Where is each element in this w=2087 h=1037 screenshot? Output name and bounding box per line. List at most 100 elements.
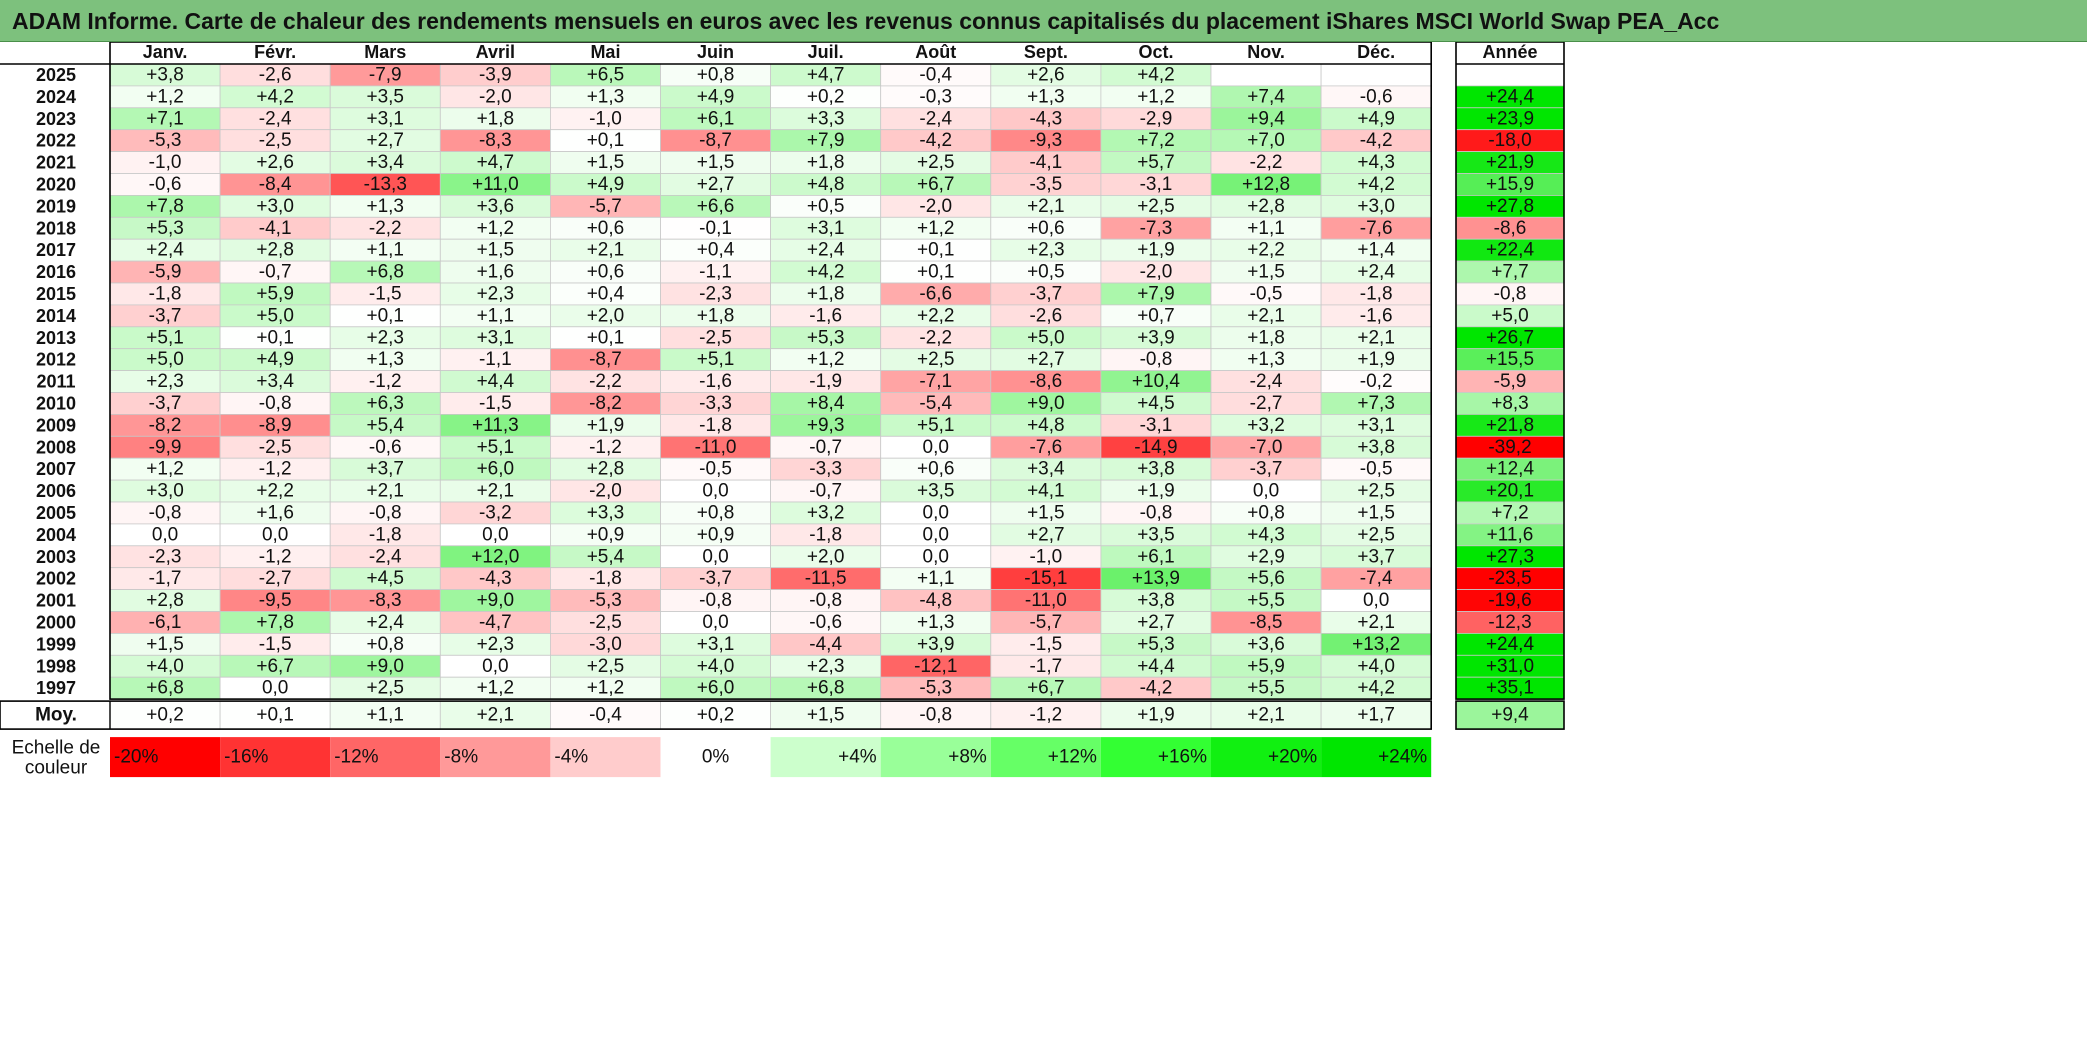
heat-cell-value: +3,1 [477,327,515,348]
heat-cell-value: +5,5 [1247,678,1285,699]
year-label-2017: 2017 [36,240,76,260]
scale-label: +8% [948,747,987,768]
chart-title: ADAM Informe. Carte de chaleur des rende… [0,0,2087,42]
heat-cell-value: +13,2 [1352,634,1400,655]
heat-cell-value: +1,2 [587,678,625,699]
average-cell [109,700,221,730]
heat-cell-value: -4,1 [1029,152,1062,173]
year-label-2007: 2007 [36,459,76,479]
year-label-2014: 2014 [36,306,76,326]
heat-cell-value: +1,2 [477,678,515,699]
heat-cell-value: +1,3 [366,349,404,370]
heat-cell-value: -2,0 [479,86,512,107]
heat-cell-value: -3,7 [1250,459,1283,480]
heat-cell-value: +1,8 [477,108,515,129]
heat-cell-value: -0,1 [699,218,732,239]
heat-cell-value: +2,1 [477,481,515,502]
heat-cell-value: +2,1 [366,481,404,502]
heat-cell-value: +3,1 [697,634,735,655]
annual-cell-value: +8,3 [1491,393,1529,414]
scale-swatch [880,737,991,778]
heat-cell-value: +4,2 [256,86,294,107]
heat-cell-value: +1,4 [1357,240,1395,261]
heat-cell-value: +4,8 [1027,415,1065,436]
heat-cell-value: +5,9 [1247,656,1285,677]
month-header-4: Avril [476,42,515,62]
heat-cell-value: -1,2 [259,459,292,480]
heat-cell-value: -8,7 [699,130,732,151]
annual-cell-value: -23,5 [1488,568,1531,589]
heat-cell-value: +6,8 [807,678,845,699]
heat-cell-value: -9,3 [1029,130,1062,151]
average-cell-value: +1,5 [807,705,845,726]
heat-cell-value: +11,0 [472,174,519,195]
heat-cell-value: +0,6 [1027,218,1065,239]
month-header-11: Nov. [1247,42,1285,62]
heat-cell-value: +2,3 [477,283,515,304]
heat-cell-value: +1,5 [1357,502,1395,523]
heat-cell-value: +7,9 [1137,283,1175,304]
heat-cell-value: -2,2 [1250,152,1283,173]
scale-label: +16% [1158,747,1207,768]
heat-cell-value: +1,5 [1247,262,1285,283]
heat-cell-value: -1,2 [259,546,292,567]
heat-cell-value: +5,7 [1137,152,1175,173]
heat-cell-value: -1,6 [1360,305,1393,326]
heat-cell-value: +5,5 [1247,590,1285,611]
heat-cell-value: +5,0 [1027,327,1065,348]
heat-cell-value: -0,8 [809,590,842,611]
year-label-2004: 2004 [36,525,76,545]
heat-cell-value: +1,5 [1027,502,1065,523]
heat-cell-value: -0,4 [919,64,952,85]
heat-cell-value: +3,6 [477,196,515,217]
heat-cell-value: +5,0 [256,305,294,326]
year-label-2024: 2024 [36,87,76,107]
heat-cell-value: -1,8 [809,524,842,545]
heat-cell-value: -3,3 [699,393,732,414]
heat-cell-value: 0,0 [923,437,949,458]
average-cell-value: +1,7 [1357,705,1395,726]
average-cell-value: -1,2 [1029,705,1062,726]
heatmap-chart: Janv. Févr. Mars Avril Mai Juin Juil. Août Sept.… [0,42,1565,779]
heat-cell-value: +6,6 [697,196,735,217]
heat-cell-value: -2,0 [589,481,622,502]
heat-cell-value: -3,0 [589,634,622,655]
month-header-12: Déc. [1357,42,1395,62]
heat-cell-value: +5,9 [256,283,294,304]
annual-cell-value: -0,8 [1494,283,1527,304]
annual-cell-value: -5,9 [1494,371,1527,392]
heat-cell-value: +8,4 [807,393,845,414]
year-label-2018: 2018 [36,218,76,238]
heat-cell-value: +1,8 [807,152,845,173]
heat-cell-value: -7,6 [1360,218,1393,239]
heat-cell-value: +3,7 [366,459,404,480]
heat-cell-value: +2,4 [146,240,184,261]
heat-cell-value: +5,4 [366,415,404,436]
heat-cell-value: +5,3 [1137,634,1175,655]
year-label-2010: 2010 [36,393,76,413]
heat-cell-value: -2,5 [699,327,732,348]
grid-border [109,42,1432,700]
heat-cell-value: +13,9 [1132,568,1180,589]
heat-cell-value: +4,4 [477,371,515,392]
heat-cell-value: -11,5 [805,568,847,589]
heat-cell-value: +0,1 [256,327,294,348]
annual-cell-value: +35,1 [1486,678,1534,699]
average-cell [1320,700,1432,730]
annual-cell-value: -8,6 [1494,218,1527,239]
year-label-2015: 2015 [36,284,76,304]
heat-cell-value: -0,8 [369,502,402,523]
heat-cell-value: -13,3 [364,174,407,195]
heat-cell-value: -0,6 [809,612,842,633]
heat-cell-value: 0,0 [702,612,728,633]
scale-label: 0% [702,747,730,768]
average-cell-value: +2,1 [1247,705,1285,726]
heat-cell-value: -4,4 [809,634,842,655]
heat-cell-value: -1,7 [149,568,182,589]
heat-cell-value: -1,6 [809,305,842,326]
annual-cell-value: +7,7 [1491,262,1529,283]
scale-swatch [440,737,551,778]
heat-cell-value: -4,2 [1360,130,1393,151]
heat-cell-value: -3,1 [1140,415,1173,436]
scale-swatch [990,737,1101,778]
